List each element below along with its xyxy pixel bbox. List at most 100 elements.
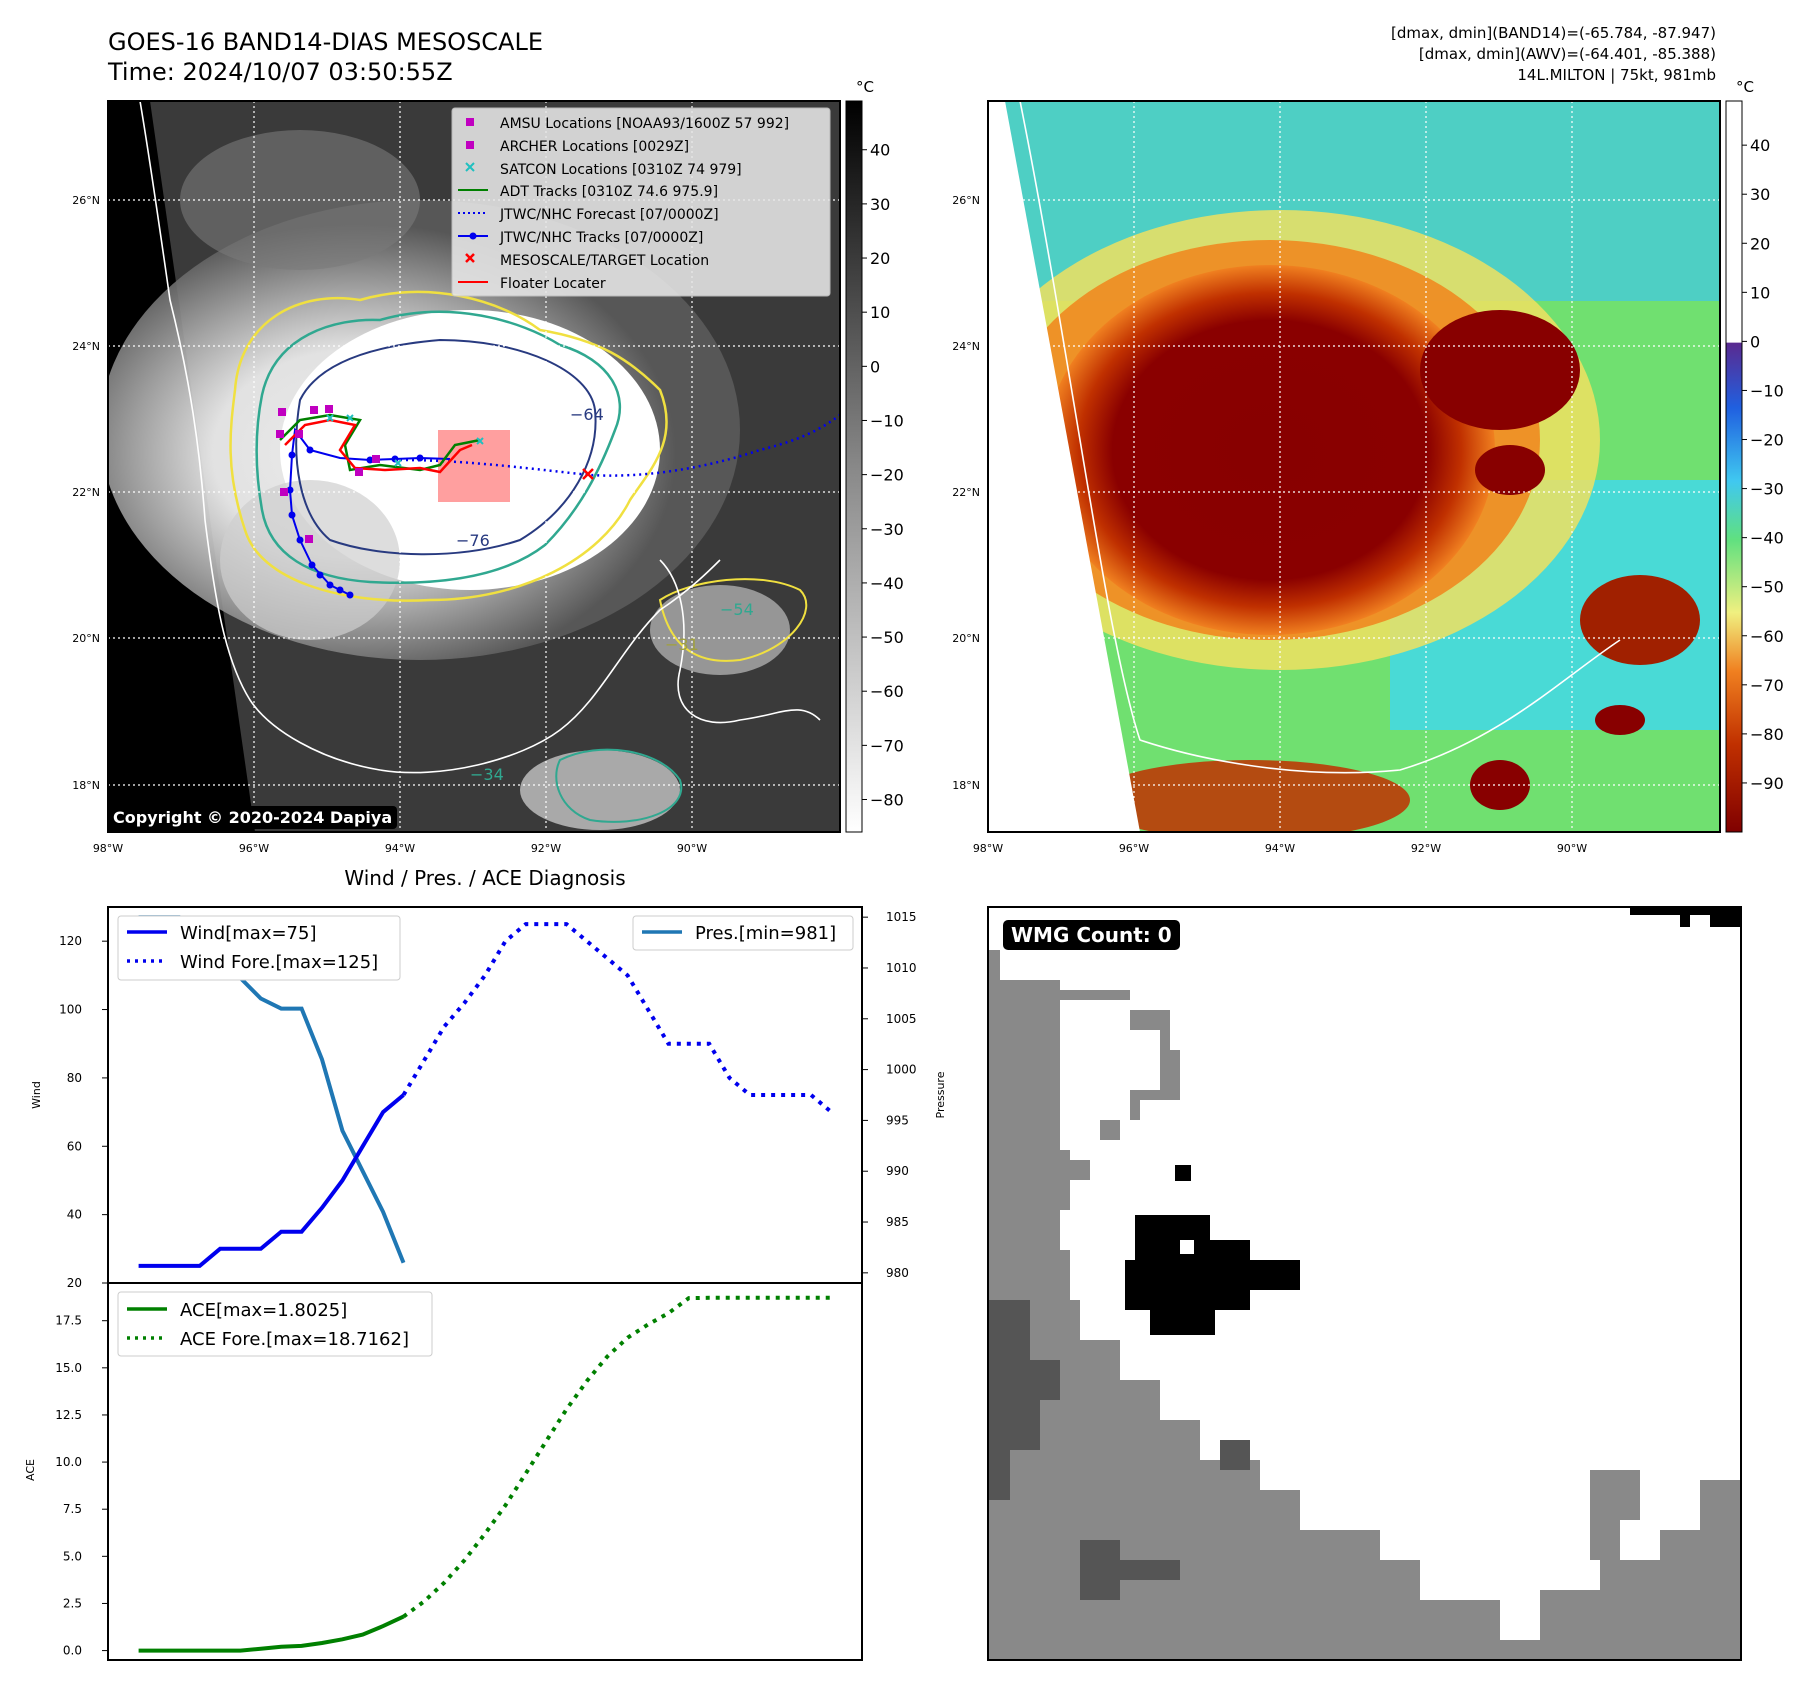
ace-tick-label: 12.5 (55, 1408, 82, 1422)
contour-label: −76 (456, 531, 490, 550)
cbar-tick-label: −60 (1750, 627, 1784, 646)
legend-pressure: Pres.[min=981] (695, 923, 836, 944)
svg-text:96°W: 96°W (1119, 842, 1149, 855)
ace-ticks: 17.5 15.0 12.5 10.0 7.5 5.0 2.5 0.0 (55, 1314, 108, 1658)
svg-text:18°N: 18°N (952, 779, 980, 792)
adt-track (279, 413, 481, 472)
pressure-tick-label: 985 (886, 1215, 909, 1229)
pressure-legend: Pres.[min=981] (632, 915, 854, 951)
cbar-tick-label: −70 (1750, 676, 1784, 695)
svg-text:94°W: 94°W (385, 842, 415, 855)
ace-tick-label: 2.5 (63, 1596, 82, 1610)
svg-text:20°N: 20°N (72, 632, 100, 645)
ace-tick-label: 5.0 (63, 1549, 82, 1563)
pressure-tick-label: 1000 (886, 1063, 917, 1077)
legend-ace: ACE[max=1.8025] (180, 1300, 347, 1321)
contour-middle (255, 310, 622, 584)
wind-tick-label: 80 (67, 1071, 82, 1085)
cbar-tick-label: 40 (1750, 136, 1770, 155)
amsu-markers (276, 405, 380, 543)
svg-text:98°W: 98°W (93, 842, 123, 855)
storm-info: 14L.MILTON | 75kt, 981mb (1517, 66, 1716, 84)
pressure-axis-label: Pressure (934, 1071, 947, 1118)
legend-wind-forecast: Wind Fore.[max=125] (180, 952, 378, 973)
svg-text:94°W: 94°W (1265, 842, 1295, 855)
legend-archer: ARCHER Locations [0029Z] (500, 139, 689, 155)
svg-text:26°N: 26°N (72, 194, 100, 207)
wmg-count-label: WMG Count: 0 (1003, 920, 1180, 950)
ace-panel: ACE 17.5 15.0 12.5 10.0 7.5 5.0 2.5 0.0 ACE[max… (24, 1282, 863, 1661)
wind-tick-label: 40 (67, 1208, 82, 1222)
wind-tick-label: 120 (59, 934, 82, 948)
cbar-tick-label: 20 (870, 249, 890, 268)
svg-text:98°W: 98°W (973, 842, 1003, 855)
map-legend: AMSU Locations [NOAA93/1600Z 57 992] ARC… (451, 107, 831, 297)
svg-text:92°W: 92°W (1411, 842, 1441, 855)
contour-label: −54 (720, 600, 754, 619)
svg-text:18°N: 18°N (72, 779, 100, 792)
contour-south (555, 748, 683, 823)
cbar-tick-label: 0 (870, 357, 880, 376)
coastline (139, 101, 721, 774)
legend-adt: ADT Tracks [0310Z 74.6 975.9] (500, 184, 718, 200)
cbar-tick-label: −40 (870, 574, 904, 593)
legend-mesoscale: MESOSCALE/TARGET Location (500, 253, 709, 269)
ace-line (138, 1614, 405, 1653)
svg-text:22°N: 22°N (72, 486, 100, 499)
cbar-tick-label: 20 (1750, 234, 1770, 253)
awv-lon-labels: 98°W 96°W 94°W 92°W 90°W (973, 842, 1587, 855)
legend-tracks: JTWC/NHC Tracks [07/0000Z] (499, 230, 703, 246)
coastline (1019, 101, 1621, 774)
pressure-tick-label: 990 (886, 1164, 909, 1178)
svg-text:°C: °C (1736, 78, 1754, 96)
awv-gridlines (988, 101, 1720, 832)
pressure-tick-label: 980 (886, 1266, 909, 1280)
pressure-tick-label: 1005 (886, 1012, 917, 1026)
cbar-tick-label: −30 (1750, 480, 1784, 499)
cbar-tick-label: −50 (1750, 578, 1784, 597)
best-track (288, 427, 451, 596)
cbar-tick-label: 30 (1750, 185, 1770, 204)
wind-line (138, 1093, 405, 1268)
svg-text:96°W: 96°W (239, 842, 269, 855)
pressure-ticks: 1015 1010 1005 1000 995 990 985 980 (862, 910, 917, 1280)
wind-legend: Wind[max=75] Wind Fore.[max=125] (117, 915, 401, 981)
ace-tick-label: 7.5 (63, 1502, 82, 1516)
cbar-tick-label: −40 (1750, 529, 1784, 548)
wind-ticks: 120 100 80 60 40 20 (59, 934, 108, 1290)
awv-map-panel: 26°N 24°N 22°N 20°N 18°N 98°W 96°W 94°W … (952, 78, 1784, 855)
band14-stats: [dmax, dmin](BAND14)=(-65.784, -87.947) (1391, 24, 1716, 42)
contour-inner (295, 338, 597, 556)
ir-lon-labels: 98°W 96°W 94°W 92°W 90°W (93, 842, 707, 855)
mesoscale-target (582, 468, 594, 480)
ir-lat-labels: 26°N 24°N 22°N 20°N 18°N (72, 194, 100, 792)
ace-tick-label: 10.0 (55, 1455, 82, 1469)
svg-text:92°W: 92°W (531, 842, 561, 855)
cbar-tick-label: −10 (870, 411, 904, 430)
svg-text:26°N: 26°N (952, 194, 980, 207)
svg-text:90°W: 90°W (1557, 842, 1587, 855)
cbar-tick-label: −20 (870, 466, 904, 485)
satcon-markers (326, 414, 484, 467)
cbar-tick-label: −70 (870, 736, 904, 755)
contour-label: −64 (570, 405, 604, 424)
cbar-tick-label: 40 (870, 141, 890, 160)
copyright-label: Copyright © 2020-2024 Dapiya (108, 806, 398, 829)
ace-tick-label: 17.5 (55, 1314, 82, 1328)
contour-label: −34 (470, 765, 504, 784)
cbar-tick-label: −90 (1750, 774, 1784, 793)
contour-outer (229, 290, 668, 602)
svg-text:22°N: 22°N (952, 486, 980, 499)
cbar-tick-label: −10 (1750, 381, 1784, 400)
contour-label: −31 (665, 635, 699, 654)
cbar-tick-label: 10 (870, 303, 890, 322)
svg-text:24°N: 24°N (72, 340, 100, 353)
cbar-tick-label: −80 (1750, 725, 1784, 744)
ace-axis-label: ACE (24, 1459, 37, 1481)
wind-tick-label: 60 (67, 1139, 82, 1153)
contour-east (658, 578, 808, 662)
wind-pressure-panel: Wind Pressure 120 100 80 60 40 20 1015 1010 100… (30, 906, 947, 1290)
wmg-panel (987, 906, 1742, 1661)
ace-legend: ACE[max=1.8025] ACE Fore.[max=18.7162] (117, 1291, 433, 1357)
